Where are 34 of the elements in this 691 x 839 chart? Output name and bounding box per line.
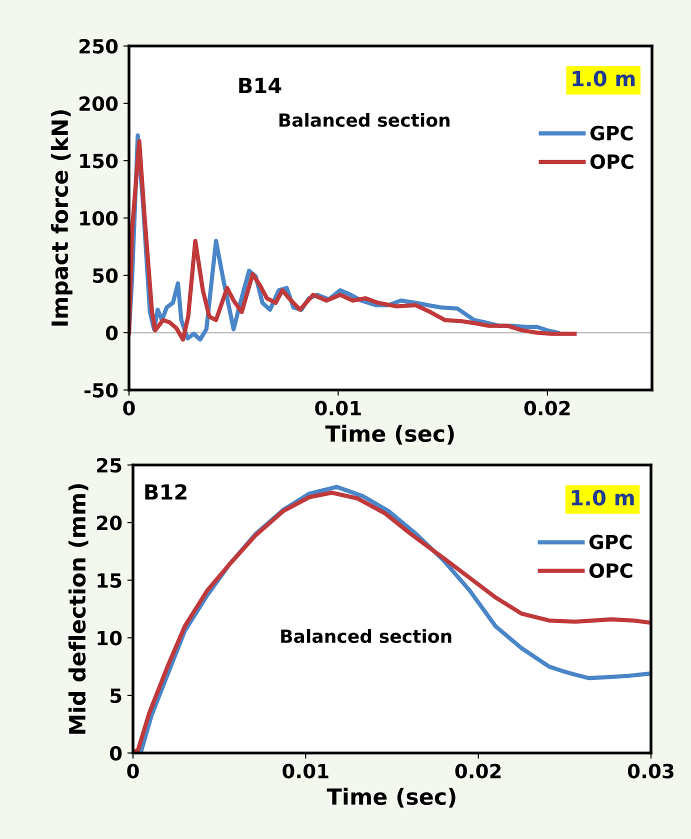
- y-axis-title: Mid deflection (mm): [68, 484, 88, 734]
- x-axis-title: Time (sec): [326, 788, 456, 808]
- x-tick-label: 0.01: [315, 400, 361, 416]
- x-tick-label: 0.02: [524, 400, 570, 416]
- annotation: Balanced section: [281, 629, 452, 644]
- annotation: B14: [239, 78, 282, 94]
- x-tick-label: 0.01: [282, 764, 328, 778]
- y-tick-label: 20: [97, 516, 122, 530]
- y-tick-label: 200: [80, 96, 118, 111]
- x-tick-label: 0: [127, 764, 139, 778]
- x-tick-label: 0: [123, 400, 135, 416]
- annotation: 1.0 m: [572, 490, 634, 506]
- x-tick-label: 0.03: [628, 764, 674, 778]
- x-tick-label: 0.02: [455, 764, 501, 778]
- legend-label: OPC: [589, 563, 632, 578]
- y-tick-label: 25: [97, 458, 122, 473]
- y-tick-label: 50: [93, 268, 118, 283]
- annotation: B12: [145, 484, 186, 500]
- legend-label: OPC: [590, 154, 634, 170]
- annotation: Balanced section: [279, 112, 450, 127]
- y-tick-label: 5: [110, 688, 122, 704]
- y-tick-label: 10: [98, 630, 122, 646]
- y-tick-label: 0: [110, 746, 122, 761]
- annotation: 1.0 m: [572, 70, 635, 86]
- y-tick-label: 100: [80, 210, 118, 226]
- legend-label: GPC: [590, 126, 633, 140]
- legend-label: GPC: [589, 534, 632, 550]
- y-tick-label: 250: [80, 38, 118, 54]
- y-tick-label: 150: [80, 154, 118, 168]
- x-axis-title: Time (sec): [325, 424, 454, 445]
- y-tick-label: 15: [98, 573, 122, 588]
- y-tick-label: 0: [106, 326, 118, 340]
- y-axis-title: Impact force (kN): [50, 110, 72, 326]
- y-tick-label: -50: [84, 382, 118, 398]
